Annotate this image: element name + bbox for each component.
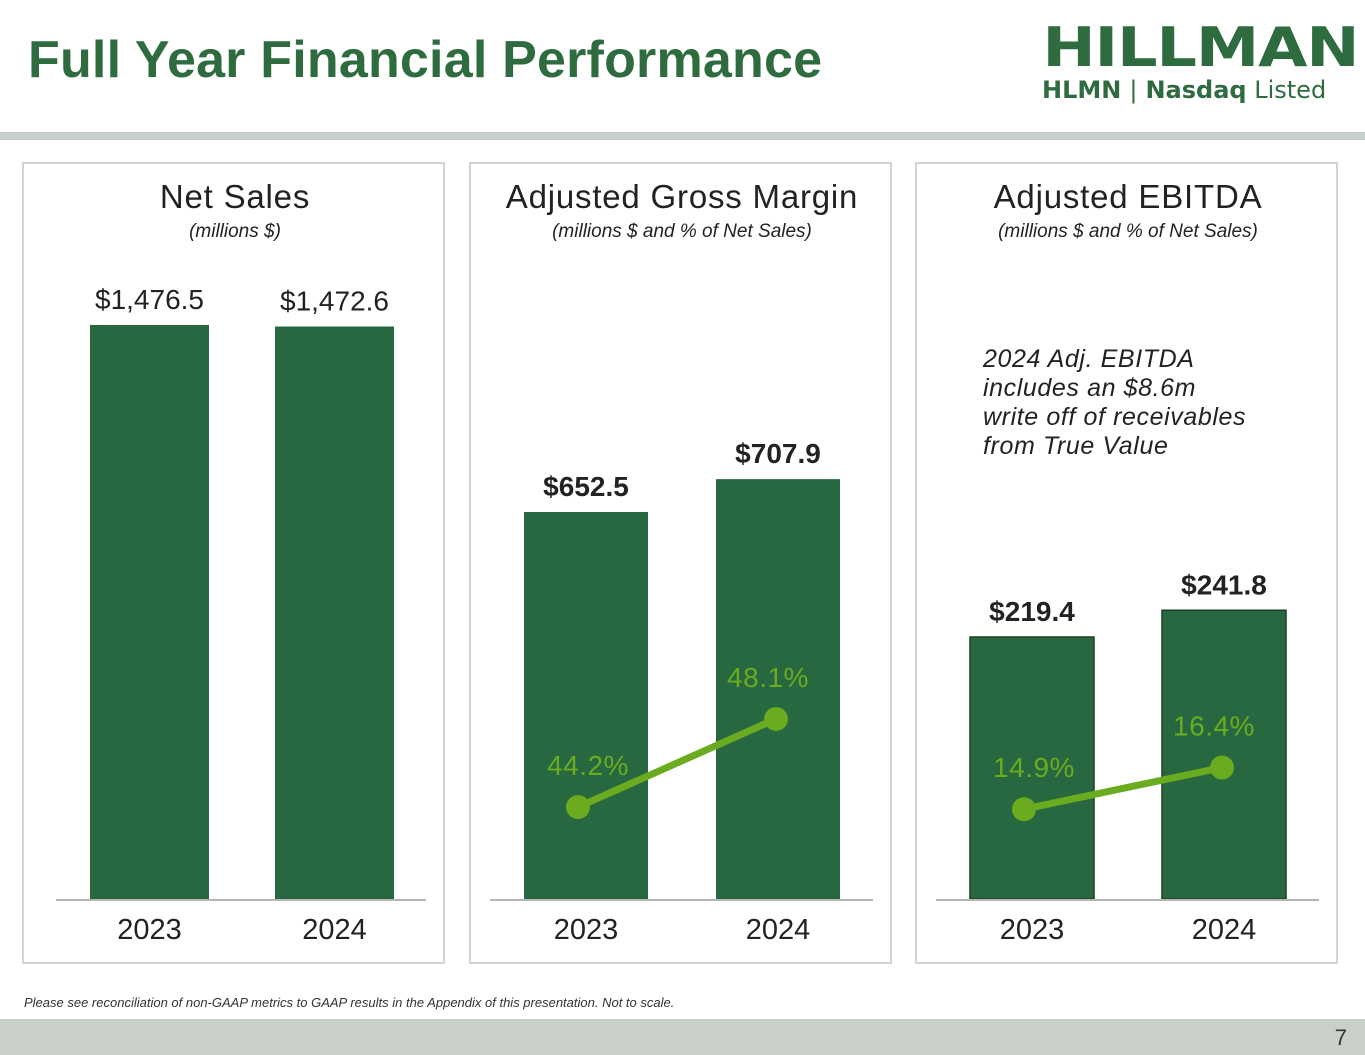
logo-exchange: Nasdaq — [1145, 76, 1247, 104]
page-number: 7 — [1334, 1025, 1347, 1050]
bar-ebitda-2024 — [1161, 609, 1287, 900]
x-tick-label: 2024 — [1192, 914, 1257, 946]
net-sales-chart: Net Sales (millions $) $1,476.5 $1,472.6 202… — [56, 178, 426, 946]
net-sales-panel: Net Sales (millions $) $1,476.5 $1,472.6 202… — [22, 162, 445, 964]
bar-gross-margin-2024 — [716, 479, 840, 899]
header-divider — [0, 132, 1365, 140]
chart-title: Net Sales — [160, 178, 310, 215]
bar-net-sales-2024 — [275, 326, 394, 899]
chart-title: Adjusted Gross Margin — [506, 178, 858, 215]
bar-net-sales-2023 — [90, 325, 209, 899]
logo-wordmark: HILLMAN — [1042, 16, 1359, 79]
logo-separator: | — [1129, 76, 1138, 104]
adjusted-ebitda-chart: Adjusted EBITDA (millions $ and % of Net … — [936, 178, 1319, 946]
footer-bar: 7 — [0, 1019, 1365, 1055]
bar-value-label: $652.5 — [543, 471, 629, 502]
annotation-line: write off of receivables — [983, 403, 1246, 431]
percent-point — [566, 795, 590, 820]
bar-value-label: $219.4 — [989, 596, 1075, 627]
percent-label: 16.4% — [1173, 711, 1255, 742]
annotation-line: includes an $8.6m — [983, 374, 1196, 402]
chart-title: Adjusted EBITDA — [994, 178, 1263, 215]
bar-value-label: $1,472.6 — [280, 286, 389, 317]
logo-ticker: HLMN — [1042, 76, 1122, 104]
percent-point — [1210, 755, 1234, 780]
logo-subtitle: HLMN | Nasdaq Listed — [1042, 76, 1326, 104]
percent-line — [1020, 764, 1226, 813]
page-title: Full Year Financial Performance — [28, 31, 823, 89]
annotation-line: 2024 Adj. EBITDA — [982, 345, 1195, 373]
hillman-logo: HILLMAN HLMN | Nasdaq Listed — [985, 21, 1360, 106]
percent-label: 44.2% — [547, 750, 629, 781]
footnote: Please see reconciliation of non-GAAP me… — [24, 995, 675, 1010]
x-tick-label: 2023 — [117, 914, 182, 946]
adjusted-gross-margin-chart: Adjusted Gross Margin (millions $ and % o… — [490, 178, 873, 946]
chart-subtitle: (millions $ and % of Net Sales) — [552, 221, 812, 242]
x-tick-label: 2023 — [1000, 914, 1065, 946]
chart-subtitle: (millions $ and % of Net Sales) — [998, 221, 1258, 242]
x-tick-label: 2023 — [554, 914, 619, 946]
percent-line — [574, 715, 780, 811]
bar-value-label: $1,476.5 — [95, 284, 204, 315]
chart-subtitle: (millions $) — [189, 221, 281, 242]
percent-label: 14.9% — [993, 752, 1075, 783]
logo-listed: Listed — [1254, 76, 1327, 104]
percent-label: 48.1% — [727, 662, 809, 693]
bar-value-label: $241.8 — [1181, 569, 1267, 600]
bar-value-label: $707.9 — [735, 438, 821, 469]
percent-point — [1012, 797, 1036, 822]
x-tick-label: 2024 — [746, 914, 811, 946]
adjusted-gross-margin-panel: Adjusted Gross Margin (millions $ and % o… — [469, 162, 892, 964]
percent-point — [764, 706, 788, 731]
annotation-line: from True Value — [983, 432, 1168, 460]
bar-gross-margin-2023 — [524, 512, 648, 899]
x-tick-label: 2024 — [302, 914, 367, 946]
adjusted-ebitda-panel: Adjusted EBITDA (millions $ and % of Net … — [915, 162, 1338, 964]
